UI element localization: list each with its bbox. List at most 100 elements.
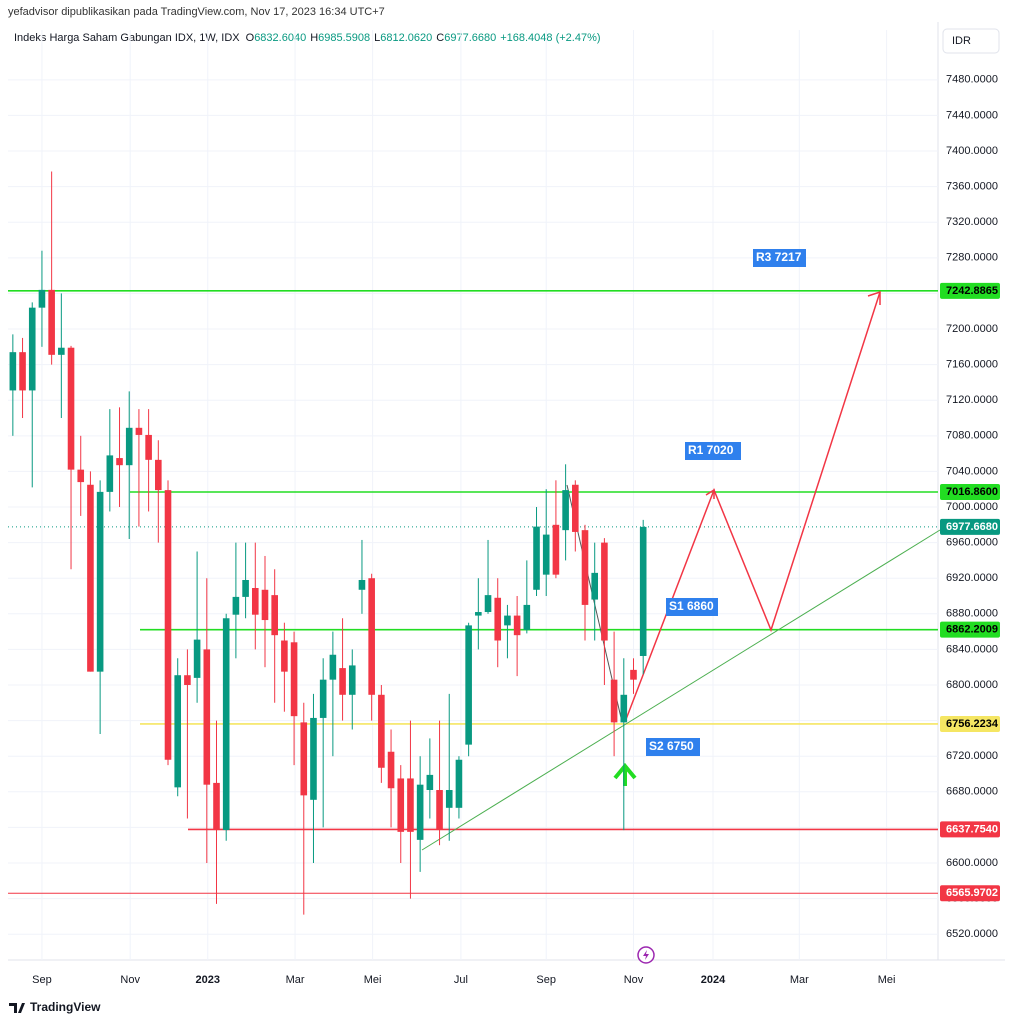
event-icon[interactable]	[637, 946, 655, 964]
x-tick-label: Mar	[286, 974, 305, 986]
candle-body	[513, 615, 521, 636]
candle-body	[19, 352, 26, 391]
candle-body	[348, 665, 356, 695]
currency-button[interactable]	[942, 28, 1000, 54]
candle-body	[213, 782, 220, 831]
candle-body	[426, 774, 434, 791]
x-tick-label: Jul	[454, 974, 468, 986]
x-tick-label: 2023	[196, 974, 220, 986]
y-tick-label: 7400.0000	[946, 145, 998, 157]
candle-body	[203, 649, 211, 785]
symbol: Indeks Harga Saham Gabungan IDX, 1W, IDX	[14, 32, 240, 44]
y-tick-label: 6920.0000	[946, 572, 998, 584]
y-tick-label: 7320.0000	[946, 216, 998, 228]
annotation-bg	[646, 738, 700, 756]
candle-body	[504, 615, 511, 626]
annotation-bg	[685, 442, 741, 460]
candle-body	[523, 604, 531, 630]
candle-body	[445, 790, 453, 808]
y-tick-label: 7120.0000	[946, 394, 998, 406]
brand: TradingView	[30, 1000, 101, 1014]
arrow-head	[867, 290, 881, 305]
candle-body	[135, 427, 143, 435]
candle-body	[407, 778, 414, 832]
candle-body	[465, 625, 472, 745]
grid	[8, 30, 938, 960]
candle-body	[271, 595, 278, 636]
change: +168.4048 (+2.47%)	[500, 32, 600, 44]
candle-body	[620, 694, 628, 723]
price-label-bg	[940, 518, 1000, 535]
candle-body	[232, 596, 240, 615]
y-tick-label: 7160.0000	[946, 359, 998, 371]
candle-body	[251, 588, 259, 615]
price-label-bg	[940, 484, 1000, 501]
candle-body	[28, 307, 36, 391]
candle-body	[87, 484, 94, 672]
currency[interactable]: IDR	[952, 35, 971, 47]
y-tick-label: 6880.0000	[946, 608, 998, 620]
candle-body	[533, 526, 540, 590]
candle-body	[193, 639, 201, 678]
candle-body	[38, 289, 46, 308]
candle-body	[416, 784, 424, 840]
candle-body	[475, 612, 482, 616]
y-tick-label: 7440.0000	[946, 109, 998, 121]
candle-body	[484, 595, 492, 613]
candle-body	[542, 534, 550, 575]
candle-body	[610, 679, 618, 723]
candle-body	[77, 469, 85, 483]
ohlc-value: 6977.6680	[444, 32, 496, 44]
candle-body	[261, 589, 269, 621]
x-tick-label: 2024	[701, 974, 726, 986]
candle-body	[300, 722, 308, 796]
ohlc-value: 6812.0620	[380, 32, 432, 44]
candle-body	[591, 572, 599, 600]
candle-body	[639, 526, 647, 656]
y-tick-label: 7280.0000	[946, 252, 998, 264]
annotation-bg	[753, 249, 806, 267]
candle-body	[222, 618, 230, 831]
price-label-bg	[940, 715, 1000, 732]
ohlc-label: L	[374, 32, 380, 44]
candle-body	[145, 434, 152, 460]
candle-body	[174, 675, 182, 788]
y-tick-label: 7200.0000	[946, 323, 998, 335]
candle-body	[281, 640, 288, 672]
y-tick-label: 6800.0000	[946, 679, 998, 691]
price-label-bg	[940, 621, 1000, 638]
candles	[9, 171, 647, 915]
candle-body	[387, 751, 395, 789]
price-label-bg	[940, 885, 1000, 902]
y-tick-label: 7000.0000	[946, 501, 998, 513]
arrow-head	[705, 488, 715, 499]
y-tick-label: 7080.0000	[946, 430, 998, 442]
candle-body	[339, 668, 346, 695]
ohlc-value: 6832.6040	[254, 32, 306, 44]
symbol-legend: Indeks Harga Saham Gabungan IDX, 1W, IDX…	[14, 32, 601, 44]
candle-body	[116, 458, 123, 466]
x-tick-label: Nov	[624, 974, 644, 986]
y-tick-label: 6960.0000	[946, 537, 998, 549]
price-label-bg	[940, 821, 1000, 838]
y-tick-label: 7360.0000	[946, 181, 998, 193]
x-tick-label: Mei	[364, 974, 382, 986]
y-tick-label: 6520.0000	[946, 928, 998, 940]
candle-body	[552, 524, 560, 575]
candle-body	[358, 579, 366, 590]
annotation: R1 7020	[688, 443, 734, 457]
annotation: S2 6750	[649, 739, 694, 753]
candle-body	[455, 759, 463, 808]
candle-body	[329, 654, 337, 680]
price-label: 6977.6680	[946, 521, 998, 533]
price-label: 7242.8865	[946, 285, 998, 297]
candle-body	[58, 347, 65, 355]
candle-body	[562, 490, 569, 531]
x-tick-label: Sep	[32, 974, 52, 986]
y-tick-label: 6600.0000	[946, 857, 998, 869]
candle-body	[125, 427, 133, 466]
candle-body	[368, 578, 375, 695]
candle-body	[155, 459, 162, 491]
